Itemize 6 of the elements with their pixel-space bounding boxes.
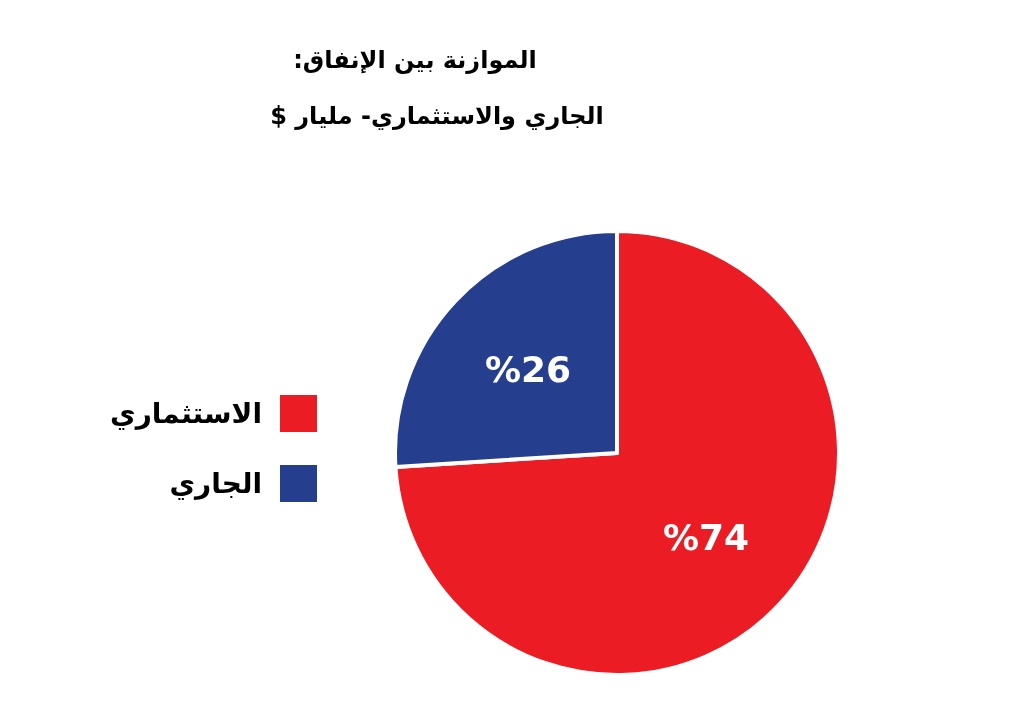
chart-title: الموازنة بين الإنفاق: <box>293 46 537 74</box>
chart-subtitle: الجاري والاستثماري- مليار $ <box>270 102 604 130</box>
legend-label: الاستثماري <box>110 397 262 430</box>
data-label: %26 <box>484 349 572 391</box>
data-label: %74 <box>662 516 750 558</box>
legend-label: الجاري <box>169 467 262 500</box>
